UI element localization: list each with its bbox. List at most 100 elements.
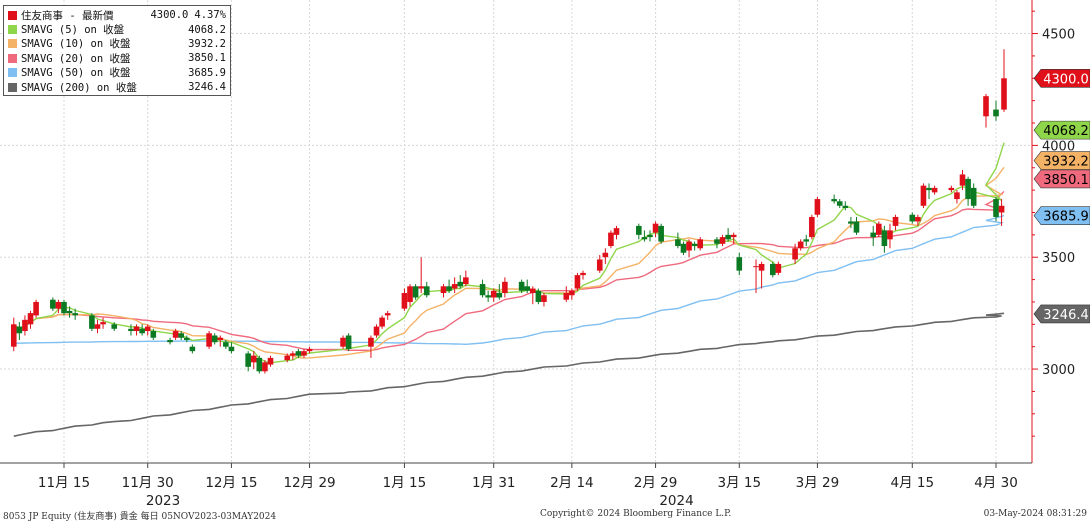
- last-value-text: 3685.9: [1043, 210, 1089, 225]
- candle-body: [836, 201, 843, 206]
- candle-body: [675, 239, 681, 247]
- legend-value: 3850.1: [188, 52, 226, 65]
- x-tick-label: 4月 30: [974, 475, 1018, 491]
- candle-body: [792, 248, 798, 260]
- ma200-path: [13, 312, 1005, 437]
- candle-body: [50, 299, 56, 309]
- footer-copyright: Copyright© 2024 Bloomberg Finance L.P.: [540, 509, 732, 519]
- candle-body: [719, 237, 726, 244]
- legend-row-sma200: SMAVG (200) on 收盤 3246.4: [8, 80, 226, 94]
- last-value-tag: [1033, 151, 1090, 170]
- x-tick-label: 11月 30: [122, 475, 174, 491]
- legend-row-sma20: SMAVG (20) on 收盤 3850.1: [8, 51, 226, 65]
- candle-body: [580, 272, 586, 276]
- legend-swatch: [8, 39, 17, 49]
- candle-body: [814, 199, 821, 215]
- candle-body: [66, 310, 73, 314]
- candle-body: [931, 187, 938, 193]
- candle-body: [602, 252, 609, 258]
- candle-body: [876, 223, 882, 235]
- legend-value: 4068.2: [188, 23, 226, 36]
- candle-body: [150, 331, 157, 338]
- legend-label: SMAVG (10) on 收盤: [21, 38, 131, 51]
- candle-body: [211, 335, 218, 343]
- last-value-text: 4068.2: [1043, 124, 1089, 139]
- legend-value: 4300.0: [150, 9, 189, 22]
- candle-body: [870, 232, 877, 238]
- candle-body: [730, 234, 737, 238]
- legend-change: 4.37%: [194, 9, 226, 22]
- axes: 3000 3500 4000 4500 11月 15 11月 30 12月 15 12月 29…: [0, 0, 1075, 509]
- candle-body: [714, 239, 720, 244]
- candle-body: [502, 281, 508, 294]
- candle-body: [451, 284, 458, 289]
- candle-body: [250, 355, 257, 363]
- last-value-text: 3246.4: [1043, 308, 1089, 323]
- candle-body: [373, 326, 380, 336]
- legend-swatch: [8, 82, 17, 92]
- candle-body: [775, 263, 782, 273]
- candle-body: [139, 328, 145, 334]
- last-value-text: 3932.2: [1043, 155, 1089, 170]
- candle-body: [959, 174, 966, 186]
- candle-body: [725, 234, 731, 240]
- ma5-path: [13, 142, 1005, 364]
- candle-body: [55, 301, 62, 309]
- candle-body: [736, 257, 743, 271]
- candle-body: [223, 342, 229, 347]
- last-value-tag: [1033, 304, 1090, 324]
- candle-body: [569, 290, 575, 296]
- x-tick-label: 2月 29: [634, 475, 678, 491]
- candle-body: [100, 322, 106, 325]
- candle-body: [965, 178, 971, 200]
- sma-200-line: [13, 312, 1005, 437]
- candle-body: [183, 337, 190, 340]
- candle-body: [94, 324, 101, 329]
- candle-body: [613, 228, 620, 235]
- candle-body: [518, 281, 525, 291]
- candle-body: [881, 230, 888, 247]
- candle-body: [948, 187, 955, 191]
- candle-body: [496, 293, 503, 298]
- candle-body: [608, 232, 614, 247]
- sma-50-line: [13, 214, 1005, 346]
- candle-body: [954, 192, 960, 200]
- last-value-tag: [1033, 120, 1090, 140]
- candle-body: [262, 362, 268, 372]
- candle-body: [753, 266, 759, 268]
- candle-body: [463, 277, 469, 285]
- candle-body: [295, 351, 302, 356]
- candle-body: [72, 313, 78, 316]
- x-tick-label: 3月 15: [718, 475, 762, 491]
- candle-body: [909, 214, 916, 222]
- candle-body: [267, 357, 274, 365]
- candle-body: [301, 351, 307, 356]
- candle-body: [970, 187, 977, 206]
- candle-body: [128, 328, 134, 332]
- candle-body: [993, 199, 999, 217]
- candle-body: [284, 355, 291, 361]
- candle-body: [111, 324, 118, 329]
- candle-body: [418, 286, 424, 289]
- legend: 住友商事 - 最新價 4300.0 4.37% SMAVG (5) on 收盤 …: [3, 5, 231, 96]
- candle-body: [245, 353, 251, 367]
- candle-body: [423, 286, 430, 296]
- legend-value: 3246.4: [188, 81, 226, 94]
- candle-body: [368, 337, 374, 347]
- last-value-tag: [1033, 206, 1090, 225]
- y-tick-label: 4500: [1042, 28, 1075, 43]
- last-value-text: 4300.0: [1043, 72, 1089, 87]
- x-year-label: 2024: [659, 493, 693, 509]
- candle-body: [680, 243, 687, 253]
- candle-body: [809, 216, 815, 238]
- candle-body: [345, 335, 352, 349]
- legend-label: SMAVG (50) on 收盤: [21, 67, 131, 80]
- sma-20-line: [13, 190, 1005, 351]
- candle-body: [998, 205, 1005, 213]
- candle-body: [89, 315, 95, 329]
- x-tick-label: 4月 15: [891, 475, 935, 491]
- legend-value: 3932.2: [188, 37, 226, 50]
- candle-body: [915, 216, 921, 222]
- sma-5-line: [13, 142, 1005, 364]
- candle-body: [691, 243, 698, 247]
